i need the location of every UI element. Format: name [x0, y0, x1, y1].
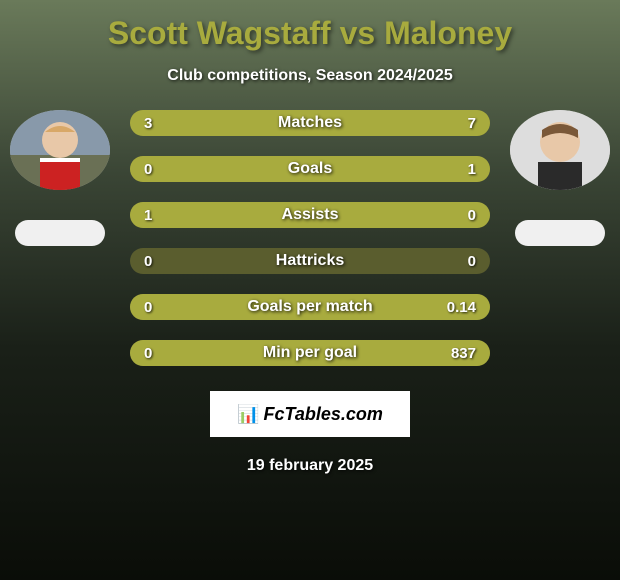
- stat-label: Assists: [282, 202, 339, 228]
- player-right-flag: [515, 220, 605, 246]
- stat-label: Matches: [278, 110, 342, 136]
- stat-left-value: 0: [144, 294, 152, 320]
- stat-right-value: 7: [468, 110, 476, 136]
- stat-row-assists: 1 Assists 0: [130, 202, 490, 228]
- stat-left-value: 0: [144, 340, 152, 366]
- content-row: 3 Matches 7 0 Goals 1 1 Assists 0: [0, 110, 620, 366]
- comparison-container: Scott Wagstaff vs Maloney Club competiti…: [0, 0, 620, 485]
- stat-row-matches: 3 Matches 7: [130, 110, 490, 136]
- stat-right-value: 0.14: [447, 294, 476, 320]
- stats-column: 3 Matches 7 0 Goals 1 1 Assists 0: [110, 110, 510, 366]
- stat-right-value: 0: [468, 248, 476, 274]
- footer-logo: 📊 FcTables.com: [210, 391, 410, 437]
- player-left-flag: [15, 220, 105, 246]
- subtitle: Club competitions, Season 2024/2025: [0, 67, 620, 85]
- stat-label: Goals: [288, 156, 332, 182]
- player-left-column: [10, 110, 110, 246]
- stat-left-value: 0: [144, 156, 152, 182]
- player-left-avatar: [10, 110, 110, 190]
- stat-label: Hattricks: [276, 248, 344, 274]
- stat-right-value: 0: [468, 202, 476, 228]
- stat-row-min-per-goal: 0 Min per goal 837: [130, 340, 490, 366]
- stat-row-hattricks: 0 Hattricks 0: [130, 248, 490, 274]
- player-right-avatar: [510, 110, 610, 190]
- stat-right-value: 1: [468, 156, 476, 182]
- stat-label: Min per goal: [263, 340, 357, 366]
- chart-icon: 📊: [237, 404, 259, 425]
- stat-row-goals: 0 Goals 1: [130, 156, 490, 182]
- stat-left-value: 1: [144, 202, 152, 228]
- date-text: 19 february 2025: [0, 457, 620, 475]
- stat-label: Goals per match: [247, 294, 372, 320]
- stat-left-value: 0: [144, 248, 152, 274]
- stat-left-value: 3: [144, 110, 152, 136]
- stat-right-value: 837: [451, 340, 476, 366]
- stat-row-goals-per-match: 0 Goals per match 0.14: [130, 294, 490, 320]
- stat-fill-right: [238, 110, 490, 136]
- player-right-column: [510, 110, 610, 246]
- page-title: Scott Wagstaff vs Maloney: [0, 15, 620, 52]
- footer-logo-text: FcTables.com: [264, 404, 383, 425]
